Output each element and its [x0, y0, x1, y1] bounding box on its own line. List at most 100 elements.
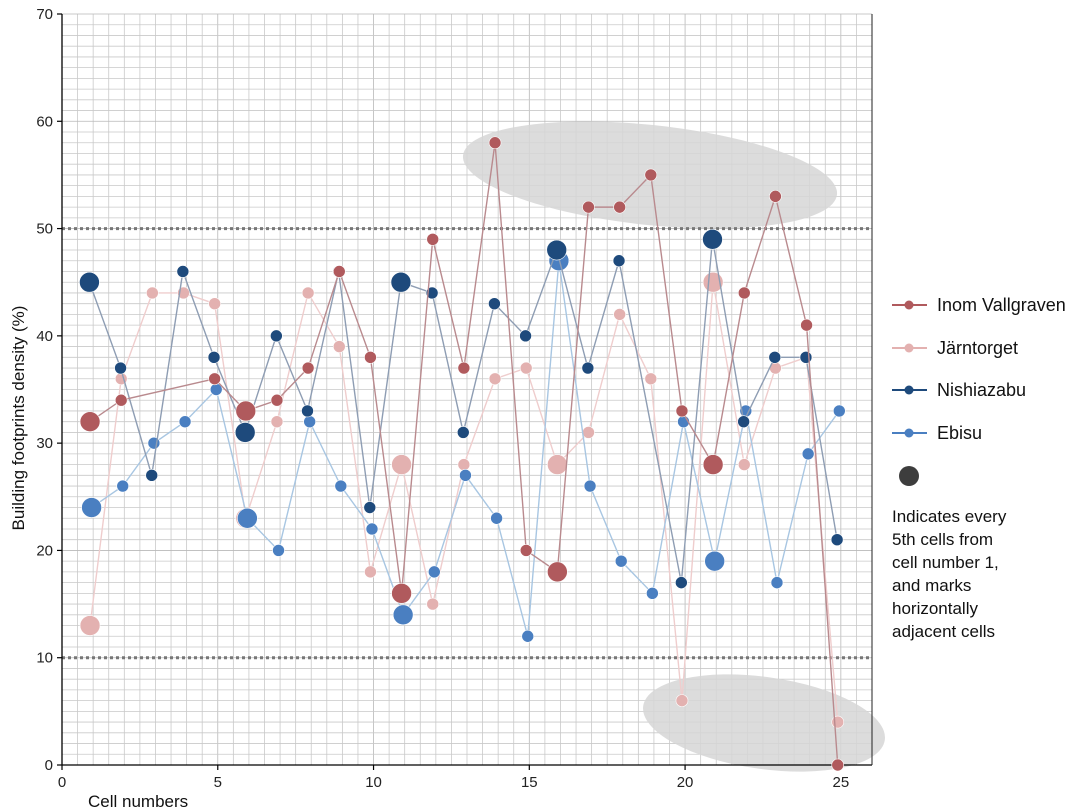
note-line: cell number 1, [892, 553, 999, 572]
data-point [801, 447, 815, 461]
data-point [702, 454, 724, 475]
data-point [270, 415, 284, 428]
data-point [832, 404, 846, 418]
legend: Inom Vallgraven Järntorget Nishiazabu Ebisu [892, 295, 1066, 443]
data-point [456, 426, 470, 439]
data-point [176, 265, 190, 278]
data-point [646, 587, 659, 600]
data-point [114, 393, 128, 407]
legend-marker [904, 428, 914, 438]
data-point [583, 479, 597, 493]
data-point [79, 411, 101, 432]
data-point [519, 544, 533, 557]
legend-label: Ebisu [937, 423, 982, 443]
data-point [364, 565, 377, 579]
data-point [390, 271, 412, 293]
data-point [800, 318, 813, 332]
x-tick-label: 5 [214, 774, 222, 791]
data-point [770, 576, 784, 589]
data-point [830, 533, 844, 547]
data-point [582, 426, 595, 439]
note-line: 5th cells from [892, 530, 993, 549]
data-point [737, 286, 751, 300]
data-point [613, 200, 626, 214]
data-point [426, 597, 440, 611]
data-point [391, 583, 412, 604]
data-point [547, 454, 568, 475]
y-tick-label: 20 [36, 542, 53, 559]
data-point [547, 561, 568, 583]
y-tick-label: 50 [36, 221, 53, 238]
data-point [146, 286, 159, 300]
series-nishiazabu [79, 229, 844, 589]
data-point [208, 372, 221, 386]
data-point [114, 361, 127, 375]
data-point [704, 550, 725, 572]
data-point [272, 544, 285, 557]
y-tick-label: 10 [36, 650, 53, 667]
note-line: and marks [892, 576, 971, 595]
threshold-lines [62, 227, 872, 660]
data-point [147, 436, 161, 450]
data-point [426, 233, 440, 246]
series-inom-vallgraven [79, 136, 845, 772]
data-point [581, 361, 595, 375]
series-ebisu [81, 250, 846, 643]
legend-marker [904, 385, 914, 395]
y-axis-title: Building footprints density (%) [9, 306, 28, 531]
data-point [799, 351, 813, 364]
grid [61, 13, 873, 766]
data-point [675, 694, 689, 707]
data-point [614, 554, 628, 568]
data-point [79, 271, 100, 293]
data-point [234, 422, 256, 443]
note-line: horizontally [892, 599, 978, 618]
data-point [644, 372, 658, 386]
data-point [675, 404, 689, 418]
data-point [488, 297, 501, 310]
data-point [365, 522, 379, 536]
data-point [519, 361, 533, 375]
data-point [490, 511, 503, 525]
data-point [488, 136, 502, 150]
data-point [207, 351, 221, 364]
data-point [303, 415, 316, 428]
data-point [737, 458, 751, 471]
data-point [768, 351, 782, 364]
legend-big-marker [899, 466, 919, 486]
data-point [332, 340, 346, 353]
data-point [582, 200, 595, 214]
data-point [79, 615, 101, 636]
data-point [737, 415, 750, 428]
x-axis-title: Cell numbers [88, 792, 188, 811]
data-point [769, 190, 782, 203]
data-point [702, 229, 723, 250]
y-tick-label: 40 [36, 328, 53, 345]
data-point [391, 454, 412, 475]
x-tick-label: 20 [677, 774, 694, 791]
data-point [488, 372, 502, 386]
legend-marker [904, 343, 914, 353]
legend-label: Järntorget [937, 338, 1018, 358]
note-line: Indicates every [892, 507, 1007, 526]
x-tick-label: 15 [521, 774, 538, 791]
data-point [519, 329, 532, 343]
data-point [457, 361, 471, 375]
data-point [392, 604, 414, 626]
data-point [301, 286, 315, 300]
data-point [425, 286, 439, 300]
data-point [301, 361, 315, 375]
data-point [270, 393, 284, 407]
y-tick-label: 30 [36, 435, 53, 452]
data-point [332, 265, 346, 278]
legend-label: Inom Vallgraven [937, 295, 1066, 315]
data-point [334, 479, 348, 493]
data-point [208, 297, 221, 310]
y-tick-label: 60 [36, 113, 53, 130]
data-point [178, 415, 192, 428]
x-tick-label: 0 [58, 774, 66, 791]
data-point [116, 479, 130, 493]
data-point [363, 501, 377, 514]
y-tick-label: 0 [45, 757, 53, 774]
data-point [546, 239, 568, 261]
